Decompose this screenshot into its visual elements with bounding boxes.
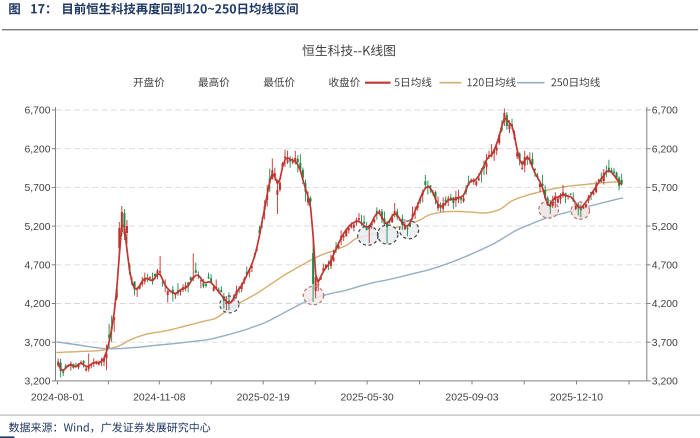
svg-text:6,200: 6,200 [652,144,678,155]
svg-text:5,200: 5,200 [24,222,50,233]
svg-text:2025-12-10: 2025-12-10 [550,393,603,404]
svg-text:6,700: 6,700 [652,106,678,117]
svg-text:5,200: 5,200 [652,222,678,233]
svg-text:2024-08-01: 2024-08-01 [31,393,84,404]
svg-text:5,700: 5,700 [652,183,678,194]
svg-text:3,200: 3,200 [24,377,50,388]
svg-text:2025-02-19: 2025-02-19 [237,393,290,404]
svg-text:2025-05-30: 2025-05-30 [341,393,394,404]
svg-text:3,700: 3,700 [652,338,678,349]
svg-text:2024-11-08: 2024-11-08 [133,393,186,404]
svg-text:3,700: 3,700 [24,338,50,349]
svg-text:3,200: 3,200 [652,377,678,388]
svg-text:2025-09-03: 2025-09-03 [445,393,498,404]
svg-text:4,200: 4,200 [652,299,678,310]
svg-text:4,700: 4,700 [652,261,678,272]
svg-text:4,200: 4,200 [24,299,50,310]
svg-text:5,700: 5,700 [24,183,50,194]
svg-text:6,200: 6,200 [24,144,50,155]
svg-text:4,700: 4,700 [24,261,50,272]
svg-text:6,700: 6,700 [24,106,50,117]
